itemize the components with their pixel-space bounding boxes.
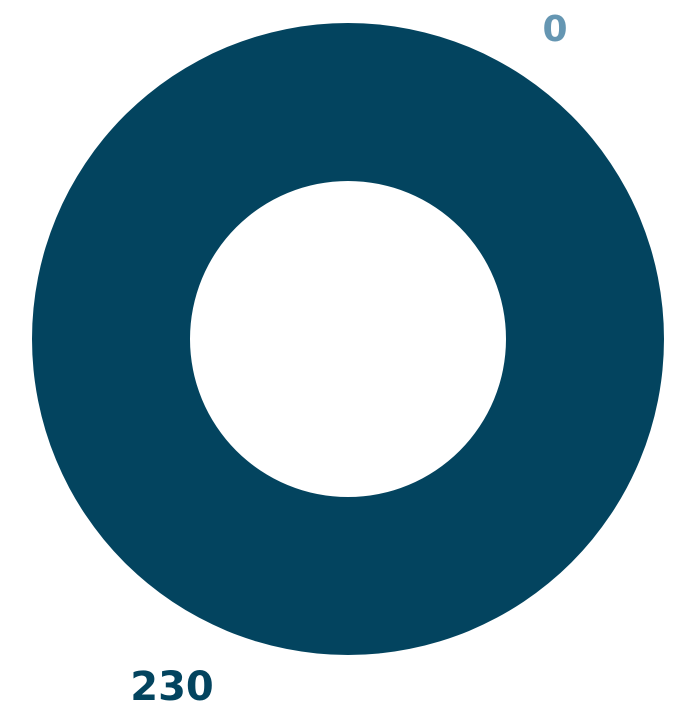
donut-slice-0 (32, 23, 664, 655)
data-label-1: 0 (542, 9, 567, 50)
slices-layer (32, 23, 664, 655)
labels-layer: 230 0 (130, 9, 567, 708)
data-label-0: 230 (130, 664, 214, 708)
